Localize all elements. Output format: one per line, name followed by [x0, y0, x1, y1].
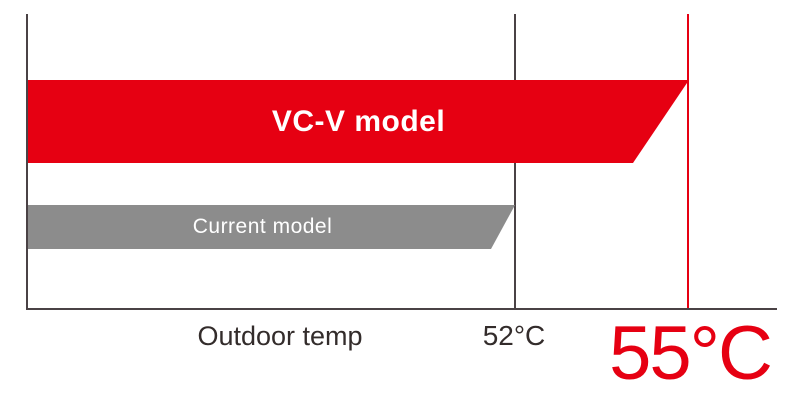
bar-current-model: Current model: [28, 205, 515, 249]
bar-current-model-label: Current model: [192, 215, 333, 238]
x-axis-label: Outdoor temp: [197, 321, 363, 351]
reference-line-55c: [687, 14, 689, 308]
y-axis-line: [26, 14, 28, 310]
tick-label-55c: 55°C: [609, 311, 773, 396]
x-axis-line: [26, 308, 777, 310]
bar-vcv-model: VC-V model: [28, 80, 689, 163]
bar-vcv-model-label: VC-V model: [271, 104, 446, 138]
tick-label-52c: 52°C: [482, 320, 546, 351]
